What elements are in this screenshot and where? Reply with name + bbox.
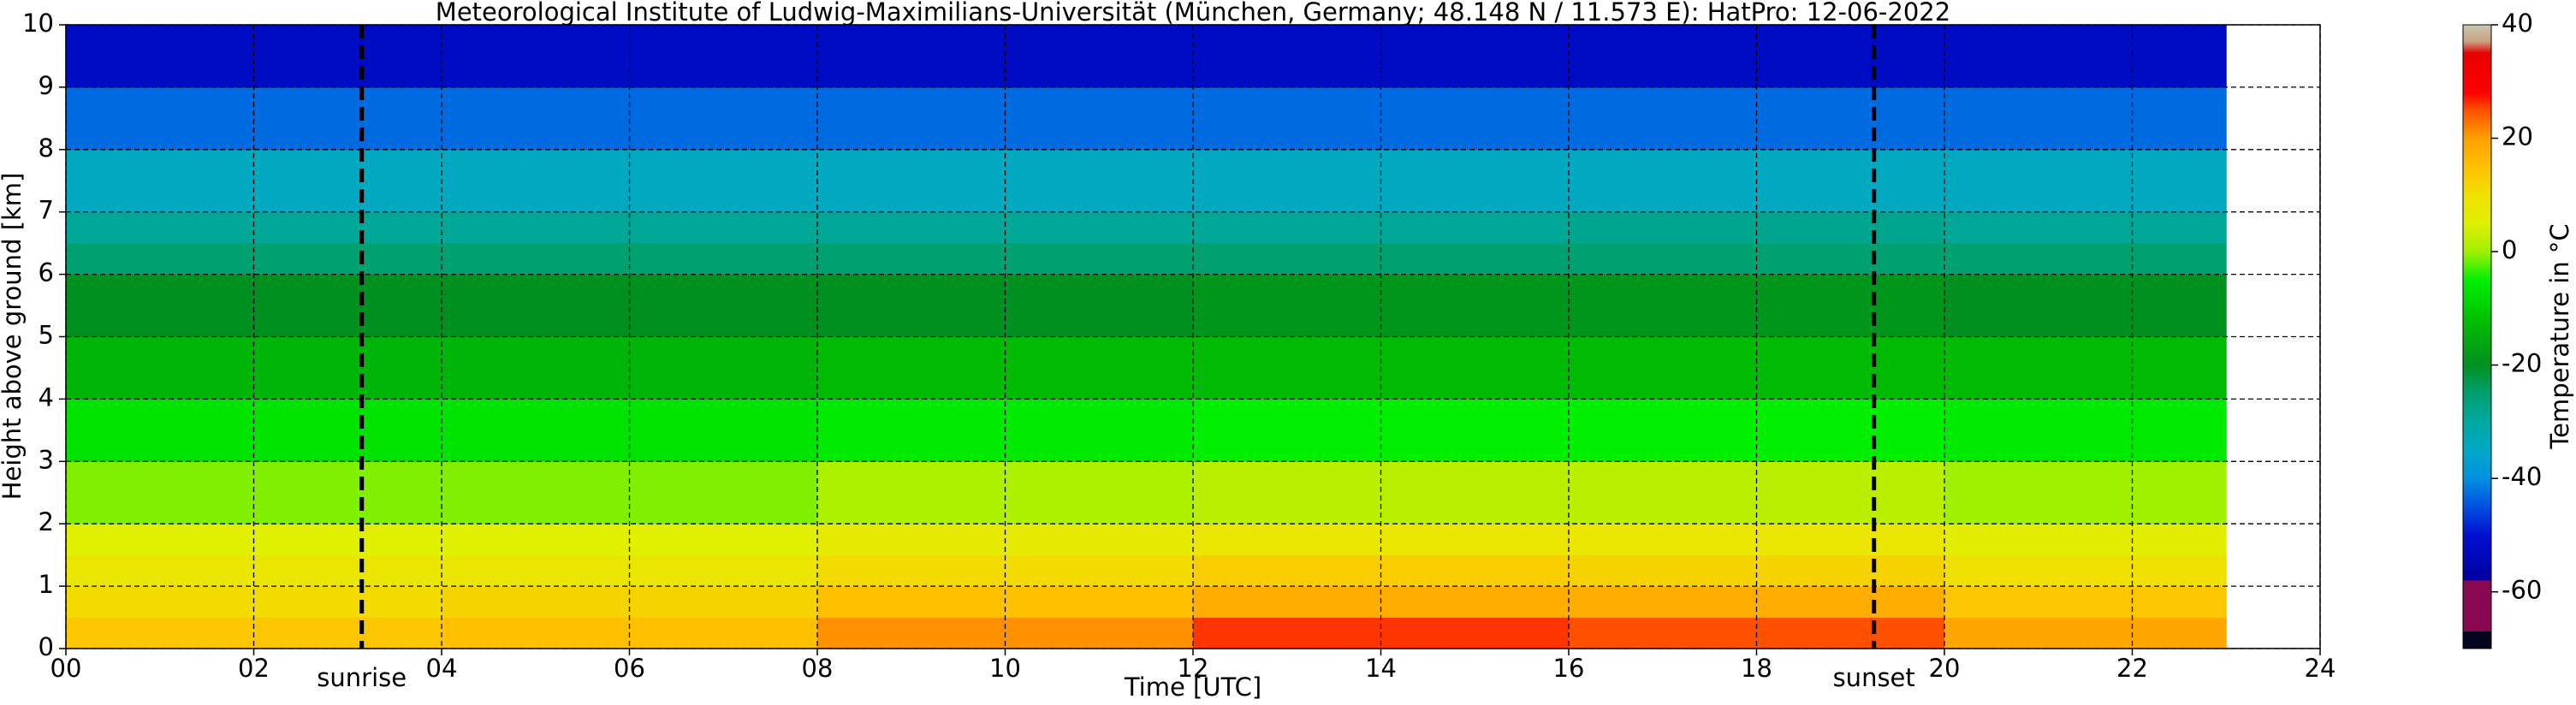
colorbar-tick-label: 0 xyxy=(2502,235,2517,264)
x-tick-label: 14 xyxy=(1365,654,1397,683)
colorbar-tick-label: -60 xyxy=(2502,576,2542,605)
chart-title: Meteorological Institute of Ludwig-Maxim… xyxy=(436,0,1950,27)
y-tick-label: 10 xyxy=(22,9,54,38)
colorbar xyxy=(2462,24,2492,649)
colorbar-tick-label: 40 xyxy=(2502,9,2533,38)
colorbar-tick-label: -40 xyxy=(2502,462,2542,491)
x-tick-label: 10 xyxy=(989,654,1021,683)
x-axis-label: Time [UTC] xyxy=(1124,672,1261,702)
x-tick-label: 20 xyxy=(1929,654,1961,683)
heatmap-cell xyxy=(1944,524,2227,556)
plot-frame xyxy=(65,24,2321,649)
annotation-label: sunset xyxy=(1833,663,1915,692)
x-tick-label: 22 xyxy=(2116,654,2148,683)
x-tick-label: 12 xyxy=(1178,654,1209,683)
x-tick-label: 24 xyxy=(2305,654,2336,683)
y-tick-label: 8 xyxy=(39,133,54,163)
y-tick-label: 3 xyxy=(39,445,54,474)
heatmap-cell xyxy=(1944,554,2227,587)
heatmap-cell xyxy=(1944,274,2227,337)
heatmap-cell xyxy=(1944,211,2227,244)
x-tick-label: 08 xyxy=(802,654,834,683)
heatmap-cell xyxy=(1944,149,2227,213)
heatmap-cell xyxy=(1944,86,2227,151)
y-tick-label: 4 xyxy=(39,382,54,412)
heatmap-cell xyxy=(1944,586,2227,619)
x-tick-label: 16 xyxy=(1553,654,1585,683)
x-tick-label: 02 xyxy=(238,654,270,683)
y-tick-label: 2 xyxy=(39,507,54,536)
y-tick-label: 1 xyxy=(39,570,54,599)
x-tick-label: 18 xyxy=(1741,654,1772,683)
y-axis-label: Height above ground [km] xyxy=(0,173,27,501)
colorbar-tick-label: -20 xyxy=(2502,349,2542,378)
heatmap-cell xyxy=(1944,617,2227,649)
heatmap-cell xyxy=(1944,336,2227,400)
colorbar-label: Temperature in °C xyxy=(2545,223,2574,449)
x-tick-label: 06 xyxy=(614,654,645,683)
heatmap-cell xyxy=(1944,399,2227,462)
y-tick-label: 6 xyxy=(39,258,54,287)
heatmap-cell xyxy=(1944,461,2227,524)
colorbar-tick-label: 20 xyxy=(2502,122,2533,151)
annotation-label: sunrise xyxy=(317,663,407,692)
heatmap-cell xyxy=(1944,25,2227,88)
x-tick-label: 00 xyxy=(50,654,82,683)
x-tick-label: 04 xyxy=(426,654,458,683)
y-tick-label: 5 xyxy=(39,321,54,350)
y-tick-label: 9 xyxy=(39,71,54,100)
y-tick-label: 0 xyxy=(39,632,54,661)
heatmap-cell xyxy=(1944,243,2227,275)
y-tick-label: 7 xyxy=(39,196,54,225)
